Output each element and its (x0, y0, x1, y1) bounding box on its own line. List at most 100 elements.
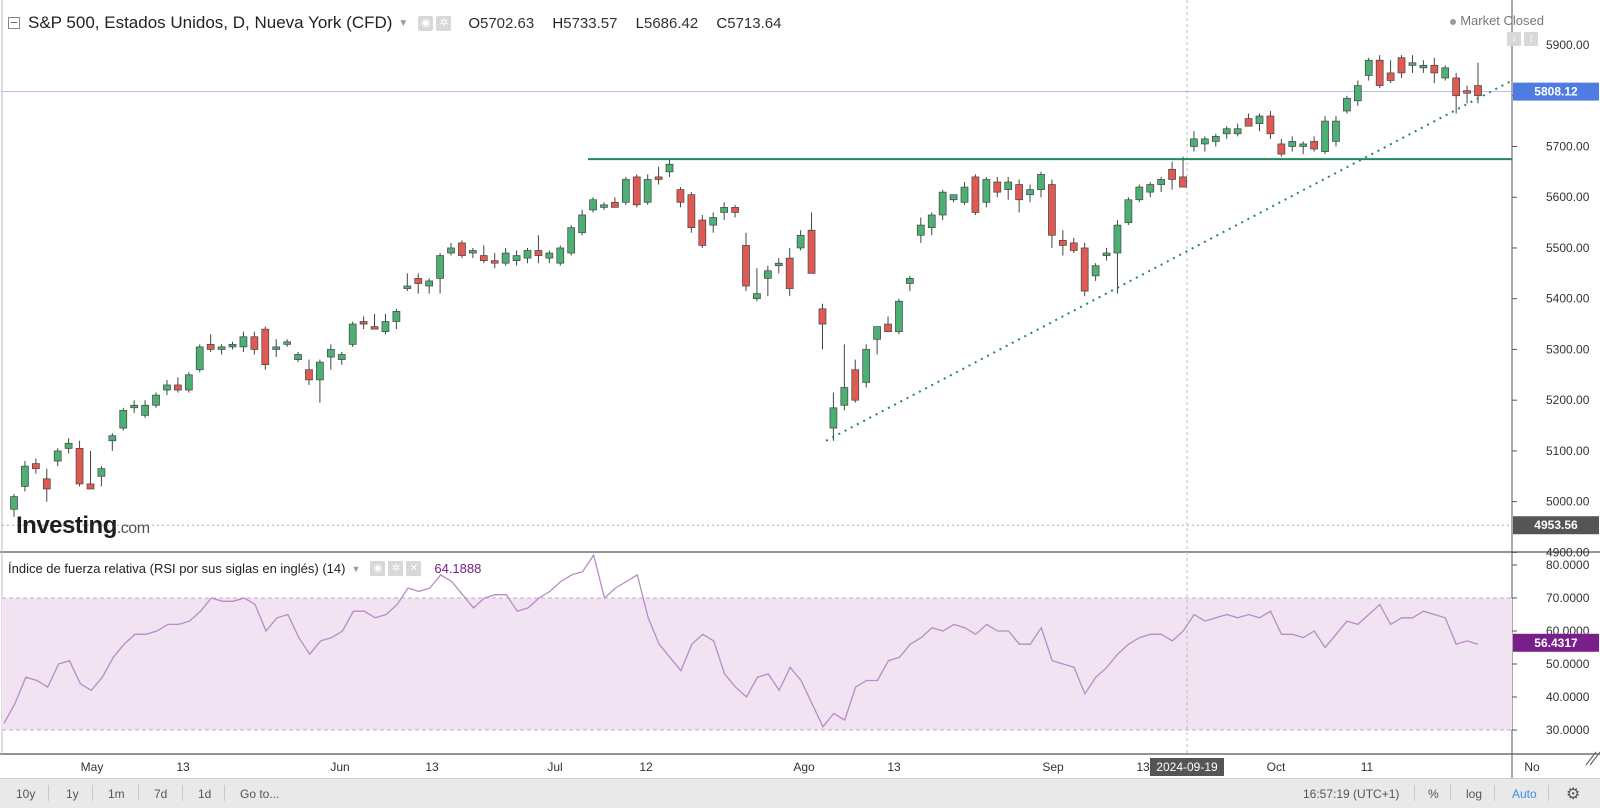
candle-body (479, 255, 488, 261)
crosshair-date-bg (1150, 758, 1224, 776)
close-icon[interactable]: ✕ (406, 561, 422, 576)
candle-body (1244, 118, 1253, 127)
gear-icon[interactable]: ✲ (436, 15, 452, 31)
candle-body (1375, 59, 1384, 86)
eye-icon[interactable]: ◉ (418, 15, 434, 31)
gear-icon[interactable]: ✲ (388, 561, 404, 576)
candle-body (1080, 247, 1089, 292)
candle-body (1135, 186, 1144, 201)
candle-body (1233, 128, 1242, 135)
candle-body (873, 326, 881, 340)
candle-body (152, 394, 160, 406)
candle-body (414, 278, 423, 284)
candle-body (960, 186, 969, 203)
candle-body (381, 321, 390, 333)
candle-body (709, 217, 718, 226)
range-10y-button[interactable]: 10y (16, 787, 36, 801)
candle-body (993, 181, 1002, 193)
rsi-line (3, 553, 1479, 728)
candle-body (1474, 85, 1482, 97)
candle-body (884, 323, 892, 333)
candle-body (436, 255, 444, 279)
candle-body (217, 346, 226, 350)
candle-body (195, 346, 204, 371)
price-tick-label: 5100.00 (1546, 444, 1590, 458)
candle-body (753, 293, 761, 300)
time-tick-label: 11 (1361, 760, 1374, 774)
candle-body (272, 346, 281, 350)
candle-body (392, 311, 401, 322)
candle-body (796, 234, 805, 249)
candle-body (1277, 143, 1286, 155)
candle-body (764, 270, 772, 279)
candle-body (174, 384, 182, 391)
eye-icon[interactable]: ◉ (370, 561, 386, 576)
price-tick-label: 5000.00 (1546, 495, 1590, 509)
chart-title: S&P 500, Estados Unidos, D, Nueva York (… (28, 13, 393, 32)
crosshair-price-label-bg (1513, 82, 1599, 101)
price-tick-label: 5400.00 (1546, 292, 1590, 306)
drawing-tool-icon (1585, 751, 1600, 766)
rsi-header: Índice de fuerza relativa (RSI por sus s… (8, 561, 481, 576)
log-toggle[interactable]: log (1466, 787, 1483, 801)
goto-button[interactable]: Go to... (240, 787, 280, 801)
auto-toggle[interactable]: Auto (1512, 787, 1537, 801)
candle-body (1397, 57, 1406, 74)
candle-body (818, 308, 827, 325)
price-tick-label: 5500.00 (1546, 241, 1590, 255)
range-1m-button[interactable]: 1m (108, 787, 125, 801)
candle-body (632, 176, 641, 206)
range-1d-button[interactable]: 1d (198, 787, 212, 801)
candle-body (589, 199, 597, 211)
candle-body (1452, 77, 1460, 97)
move-down-icon[interactable]: ↓ (1507, 32, 1521, 46)
range-1y-button[interactable]: 1y (66, 787, 79, 801)
rsi-title: Índice de fuerza relativa (RSI por sus s… (8, 561, 346, 576)
logo-suffix: .com (116, 520, 150, 537)
candle-body (283, 341, 291, 345)
rsi-tick-label: 40.0000 (1546, 690, 1590, 704)
candle-body (720, 207, 728, 213)
candle-body (163, 384, 171, 391)
price-tick-label: 5900.00 (1546, 38, 1590, 52)
candle-body (447, 247, 455, 254)
market-status: Market Closed (1450, 13, 1544, 28)
open-value: 5702.63 (480, 14, 535, 32)
pane-buttons: ↓ ↕ (1507, 32, 1538, 46)
candle-body (403, 285, 412, 289)
candle-body (53, 450, 62, 462)
candle-body (1058, 239, 1067, 246)
candle-body (643, 179, 652, 203)
rsi-band (2, 598, 1512, 730)
candle-body (971, 176, 980, 213)
candle-body (982, 179, 991, 203)
clock-label[interactable]: 16:57:19 (UTC+1) (1303, 787, 1400, 801)
candle-body (567, 227, 576, 254)
time-tick-label: Sep (1042, 760, 1064, 774)
candle-body (1004, 181, 1013, 190)
candle-body (228, 344, 237, 348)
candle-body (1408, 62, 1417, 66)
candle-body (1419, 64, 1428, 69)
logo-text: Investing (16, 512, 117, 539)
candle-body (469, 250, 477, 254)
settings-gear-icon[interactable]: ⚙ (1566, 786, 1581, 803)
candle-body (32, 463, 40, 470)
candle-body (1386, 72, 1395, 81)
candle-body (1343, 97, 1351, 112)
time-tick-label: May (81, 760, 104, 774)
candle-body (184, 374, 193, 391)
chevron-down-icon[interactable]: ▼ (351, 563, 361, 574)
candle-body (239, 336, 248, 348)
candle-body (611, 201, 619, 208)
percent-toggle[interactable]: % (1428, 787, 1439, 801)
time-tick-label: 13 (176, 760, 190, 774)
collapse-icon[interactable] (8, 17, 20, 29)
move-updown-icon[interactable]: ↕ (1524, 32, 1538, 46)
chevron-down-icon[interactable]: ▼ (398, 17, 409, 29)
candle-body (807, 229, 816, 274)
candle-body (1266, 115, 1275, 135)
time-tick-label: No (1524, 760, 1540, 774)
range-7d-button[interactable]: 7d (154, 787, 168, 801)
